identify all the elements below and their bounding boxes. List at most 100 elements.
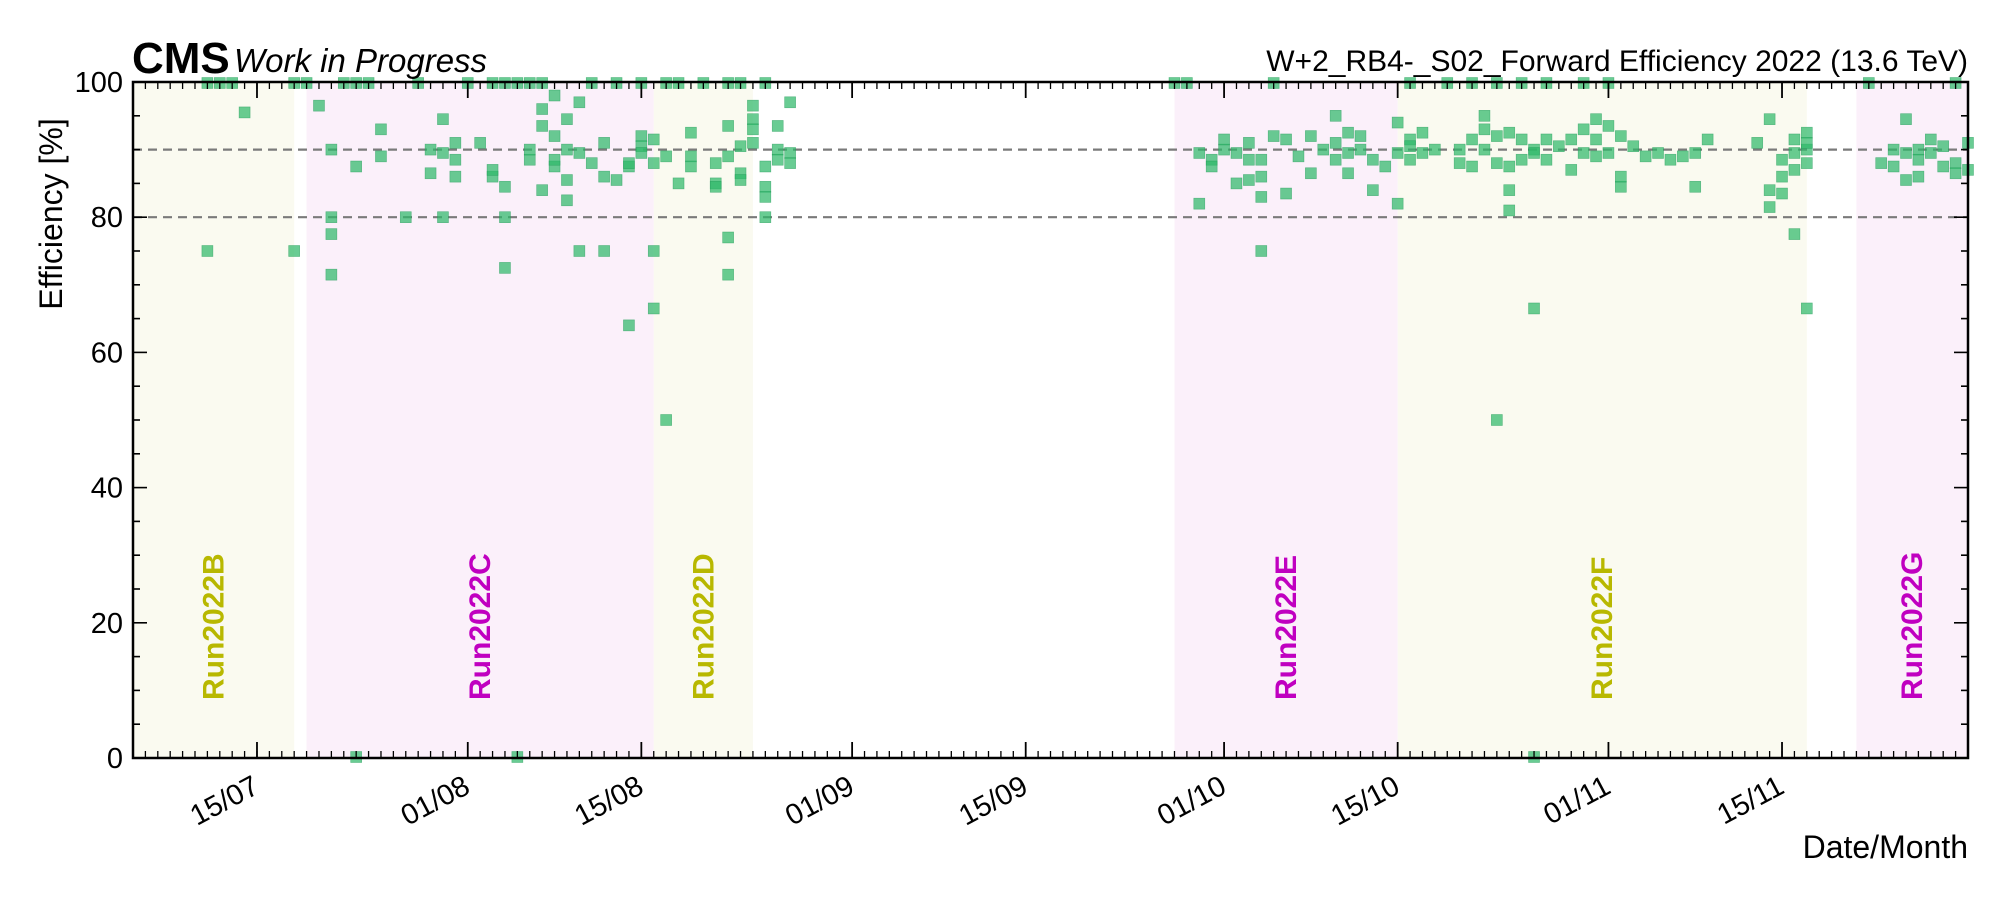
data-point	[1528, 302, 1540, 315]
data-point	[375, 123, 387, 136]
data-point	[561, 194, 573, 207]
x-tick-label: 15/08	[570, 770, 649, 832]
data-point	[1912, 153, 1925, 166]
x-tick-label: 15/09	[954, 770, 1033, 832]
experiment-label: CMS	[132, 34, 230, 83]
data-point	[1243, 174, 1255, 186]
data-point	[1305, 167, 1317, 180]
data-point	[561, 174, 573, 186]
data-point	[1540, 133, 1553, 146]
data-point	[747, 137, 759, 149]
data-point	[1379, 160, 1392, 173]
data-point	[1565, 164, 1578, 176]
data-point	[499, 180, 511, 193]
data-point	[325, 228, 338, 240]
data-point	[734, 140, 747, 153]
data-point	[1602, 147, 1615, 159]
data-point	[523, 143, 536, 156]
data-point	[1329, 137, 1342, 149]
data-point	[1763, 184, 1776, 196]
data-point	[1453, 143, 1466, 156]
data-point	[561, 143, 573, 156]
y-tick-label: 100	[75, 67, 123, 99]
data-point	[1949, 167, 1962, 180]
data-point	[1255, 245, 1268, 257]
x-tick-label: 01/08	[396, 770, 475, 832]
data-point	[1503, 160, 1516, 173]
data-point	[1788, 133, 1801, 146]
data-point	[1292, 150, 1305, 163]
data-point	[1540, 153, 1553, 166]
data-point	[722, 268, 734, 281]
data-point	[1615, 170, 1627, 183]
era-label-run2022c: Run2022C	[464, 553, 497, 700]
data-point	[325, 143, 338, 156]
data-point	[1875, 157, 1888, 169]
data-point	[660, 150, 672, 163]
data-point	[1193, 197, 1206, 210]
data-point	[1615, 180, 1627, 193]
data-point	[1590, 150, 1602, 163]
data-point	[1602, 120, 1615, 132]
data-point	[561, 113, 573, 125]
data-point	[1342, 167, 1354, 180]
data-point	[325, 211, 338, 223]
data-point	[238, 106, 251, 119]
data-point	[1639, 150, 1652, 163]
data-point	[399, 211, 412, 223]
data-point	[548, 130, 561, 142]
data-point	[1478, 143, 1491, 156]
data-point	[747, 99, 759, 112]
data-point	[548, 89, 561, 102]
data-point	[1887, 143, 1900, 156]
data-point	[1255, 153, 1268, 166]
data-point	[1429, 143, 1441, 156]
data-point	[1466, 133, 1478, 146]
data-point	[1317, 143, 1330, 156]
data-point	[424, 143, 437, 156]
data-point	[1255, 191, 1268, 203]
data-point	[1590, 133, 1602, 146]
data-point	[573, 96, 586, 109]
data-point	[685, 150, 697, 163]
data-point	[449, 170, 462, 183]
x-tick-label: 15/10	[1326, 770, 1405, 832]
era-label-run2022b: Run2022B	[198, 553, 231, 700]
data-point	[771, 120, 784, 132]
era-band-run2022f	[1397, 82, 1807, 758]
data-point	[598, 137, 610, 149]
data-point	[437, 211, 449, 223]
data-point	[1230, 177, 1243, 190]
data-point	[474, 137, 486, 149]
data-point	[1590, 113, 1602, 125]
data-point	[1416, 147, 1429, 159]
data-point	[598, 245, 610, 257]
data-point	[1801, 126, 1813, 139]
data-point	[1193, 147, 1206, 159]
data-point	[734, 174, 747, 186]
data-point	[1280, 133, 1292, 146]
data-point	[771, 143, 784, 156]
data-point	[1900, 174, 1912, 186]
data-point	[1776, 170, 1788, 183]
data-point	[647, 302, 660, 315]
data-point	[375, 150, 387, 163]
data-point	[1255, 170, 1268, 183]
data-point	[1912, 143, 1925, 156]
data-point	[1404, 153, 1416, 166]
data-point	[499, 211, 511, 223]
data-point	[1243, 153, 1255, 166]
y-tick-label: 0	[107, 743, 123, 775]
data-point	[449, 153, 462, 166]
data-point	[1615, 130, 1627, 142]
data-point	[1949, 157, 1962, 169]
data-point	[1329, 153, 1342, 166]
data-point	[1788, 147, 1801, 159]
data-point	[759, 211, 772, 223]
era-band-run2022b	[133, 82, 295, 758]
data-point	[1267, 130, 1280, 142]
data-point	[1342, 147, 1354, 159]
y-tick-label: 80	[91, 202, 123, 234]
status-label: Work in Progress	[234, 42, 487, 79]
data-point	[1763, 113, 1776, 125]
